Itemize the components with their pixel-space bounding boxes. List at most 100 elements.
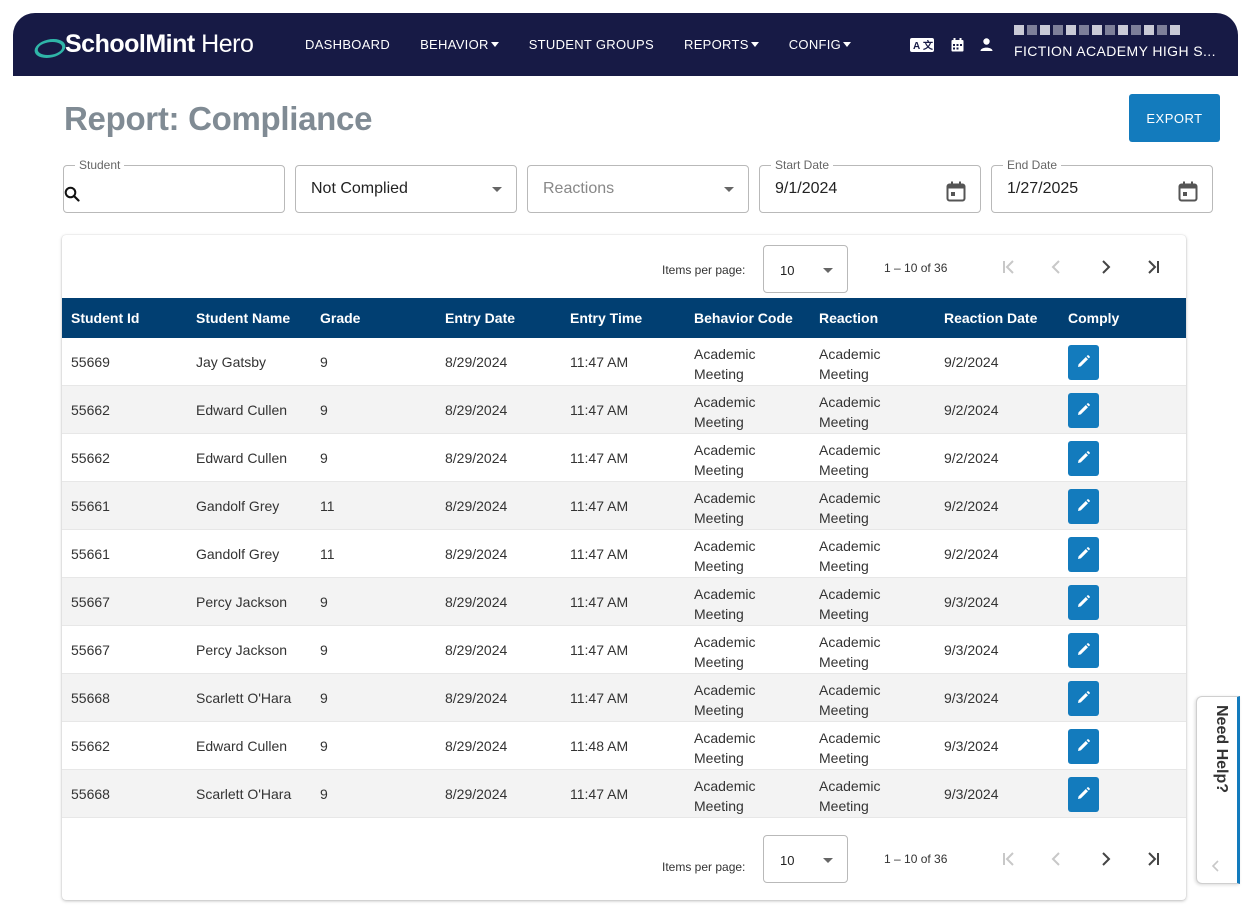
cell-reaction-date: 9/3/2024 — [944, 594, 999, 610]
chevron-down-icon — [492, 187, 502, 192]
export-button[interactable]: EXPORT — [1129, 94, 1220, 142]
cell-entry-date: 8/29/2024 — [445, 690, 508, 706]
start-date-label: Start Date — [771, 158, 834, 172]
page-range-label: 1 – 10 of 36 — [884, 852, 948, 866]
cell-student-name: Edward Cullen — [196, 402, 288, 418]
cell-reaction: Academic Meeting — [819, 394, 881, 430]
chevron-down-icon — [823, 268, 833, 273]
reactions-select[interactable]: Reactions — [527, 165, 749, 213]
comply-edit-button[interactable] — [1068, 393, 1099, 428]
col-student-name[interactable]: Student Name — [196, 310, 291, 326]
cell-reaction: Academic Meeting — [819, 730, 881, 766]
calendar-picker-icon[interactable] — [1178, 181, 1198, 207]
col-entry-date[interactable]: Entry Date — [445, 310, 516, 326]
page-size-value: 10 — [780, 853, 795, 868]
cell-reaction-date: 9/2/2024 — [944, 450, 999, 466]
col-reaction-date[interactable]: Reaction Date — [944, 310, 1038, 326]
pencil-icon — [1077, 354, 1090, 371]
svg-text:文: 文 — [923, 39, 934, 52]
end-date-field[interactable]: End Date 1/27/2025 — [991, 158, 1213, 213]
calendar-picker-icon[interactable] — [946, 181, 966, 207]
cell-student-id: 55668 — [71, 786, 110, 802]
user-icon[interactable] — [980, 38, 993, 51]
last-page-button[interactable] — [1143, 849, 1163, 869]
logo-text: SchoolMint Hero — [65, 30, 254, 58]
comply-edit-button[interactable] — [1068, 441, 1099, 476]
comply-edit-button[interactable] — [1068, 633, 1099, 668]
need-help-tab[interactable]: Need Help? — [1196, 696, 1240, 884]
cell-behavior-code: Academic Meeting — [694, 442, 756, 478]
comply-edit-button[interactable] — [1068, 489, 1099, 524]
col-comply: Comply — [1068, 310, 1120, 326]
cell-reaction: Academic Meeting — [819, 538, 881, 574]
nav-reports[interactable]: REPORTS — [684, 37, 759, 52]
pencil-icon — [1077, 786, 1090, 803]
previous-page-button[interactable] — [1047, 257, 1067, 277]
caret-down-icon — [490, 42, 499, 47]
comply-edit-button[interactable] — [1068, 681, 1099, 716]
cell-entry-time: 11:47 AM — [570, 354, 629, 370]
nav-config[interactable]: CONFIG — [789, 37, 852, 52]
cell-grade: 9 — [320, 594, 328, 610]
nav-behavior[interactable]: BEHAVIOR — [420, 37, 499, 52]
col-grade[interactable]: Grade — [320, 310, 361, 326]
comply-edit-button[interactable] — [1068, 777, 1099, 812]
cell-student-name: Edward Cullen — [196, 450, 288, 466]
student-field-label: Student — [75, 158, 125, 172]
cell-student-name: Scarlett O'Hara — [196, 690, 292, 706]
cell-entry-date: 8/29/2024 — [445, 354, 508, 370]
cell-student-id: 55661 — [71, 546, 110, 562]
cell-behavior-code: Academic Meeting — [694, 538, 756, 574]
user-menu[interactable]: FICTION ACADEMY HIGH S... — [1014, 25, 1216, 59]
nav-student-groups[interactable]: STUDENT GROUPS — [528, 37, 654, 52]
col-reaction[interactable]: Reaction — [819, 310, 879, 326]
next-page-button[interactable] — [1095, 849, 1115, 869]
cell-entry-time: 11:47 AM — [570, 402, 629, 418]
nav-dashboard[interactable]: DASHBOARD — [305, 37, 391, 52]
cell-entry-time: 11:47 AM — [570, 690, 629, 706]
col-entry-time[interactable]: Entry Time — [570, 310, 643, 326]
cell-entry-time: 11:47 AM — [570, 546, 629, 562]
page-size-value: 10 — [780, 263, 795, 278]
comply-edit-button[interactable] — [1068, 345, 1099, 380]
cell-entry-date: 8/29/2024 — [445, 450, 508, 466]
next-page-button[interactable] — [1095, 257, 1115, 277]
table-row: 55662 Edward Cullen 9 8/29/2024 11:47 AM Acad… — [62, 434, 1186, 482]
previous-page-button[interactable] — [1047, 849, 1067, 869]
cell-student-id: 55662 — [71, 738, 110, 754]
cell-entry-date: 8/29/2024 — [445, 738, 508, 754]
col-behavior-code[interactable]: Behavior Code — [694, 310, 793, 326]
calendar-icon[interactable] — [951, 37, 964, 52]
start-date-input[interactable]: 9/1/2024 — [775, 180, 838, 197]
col-student-id[interactable]: Student Id — [71, 310, 140, 326]
cell-student-id: 55662 — [71, 402, 110, 418]
schoolmint-logo[interactable]: SchoolMint Hero — [35, 30, 285, 59]
caret-down-icon — [750, 42, 759, 47]
cell-student-id: 55669 — [71, 354, 110, 370]
end-date-input[interactable]: 1/27/2025 — [1007, 180, 1079, 197]
cell-behavior-code: Academic Meeting — [694, 634, 756, 670]
pencil-icon — [1077, 690, 1090, 707]
cell-student-id: 55667 — [71, 594, 110, 610]
cell-behavior-code: Academic Meeting — [694, 586, 756, 622]
comply-edit-button[interactable] — [1068, 537, 1099, 572]
page-range-label: 1 – 10 of 36 — [884, 261, 948, 275]
page-size-select[interactable]: 10 — [763, 245, 848, 293]
first-page-button[interactable] — [999, 849, 1019, 869]
comply-edit-button[interactable] — [1068, 729, 1099, 764]
redacted-user-name — [1014, 25, 1216, 35]
last-page-button[interactable] — [1143, 257, 1163, 277]
cell-grade: 9 — [320, 690, 328, 706]
compliance-status-select[interactable]: Not Complied — [295, 165, 517, 213]
cell-behavior-code: Academic Meeting — [694, 778, 756, 814]
school-name: FICTION ACADEMY HIGH S... — [1014, 43, 1216, 59]
first-page-button[interactable] — [999, 257, 1019, 277]
comply-edit-button[interactable] — [1068, 585, 1099, 620]
page-size-select[interactable]: 10 — [763, 835, 848, 883]
table-row: 55668 Scarlett O'Hara 9 8/29/2024 11:47 AM Ac… — [62, 674, 1186, 722]
start-date-field[interactable]: Start Date 9/1/2024 — [759, 158, 981, 213]
table-row: 55667 Percy Jackson 9 8/29/2024 11:47 AM Acad… — [62, 578, 1186, 626]
search-icon — [64, 186, 80, 207]
student-search-field[interactable]: Student — [63, 158, 285, 213]
